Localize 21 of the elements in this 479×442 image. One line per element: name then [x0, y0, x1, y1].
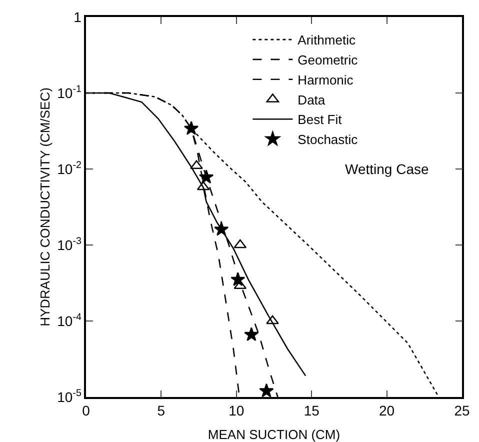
legend-label: Stochastic [298, 132, 358, 148]
x-axis-title: MEAN SUCTION (CM) [208, 427, 340, 442]
x-tick-label: 20 [379, 402, 395, 419]
x-tick-label: 25 [454, 402, 470, 419]
y-tick-label: 10$^{-2}$ [57, 160, 82, 177]
y-tick-label: 10$^{-4}$ [57, 312, 82, 329]
legend-label: Harmonic [298, 72, 354, 88]
x-tick-label: 5 [157, 402, 166, 419]
y-tick-label: 10$^{-3}$ [57, 236, 82, 253]
legend-label: Data [298, 92, 326, 108]
legend-label: Geometric [298, 52, 358, 68]
x-tick-label: 10 [228, 402, 244, 419]
y-tick-label: 10$^{-5}$ [57, 388, 82, 405]
annotation: Wetting Case [345, 161, 429, 177]
y-axis-title: HYDRAULIC CONDUCTIVITY (CM/SEC) [38, 88, 52, 326]
x-tick-label: 15 [304, 402, 320, 419]
legend-label: Best Fit [298, 112, 342, 128]
legend-label: Arithmetic [298, 32, 356, 48]
x-tick-label: 0 [82, 402, 90, 419]
y-tick-label: 10$^{-1}$ [57, 84, 82, 101]
y-tick-label: 1 [74, 8, 82, 25]
